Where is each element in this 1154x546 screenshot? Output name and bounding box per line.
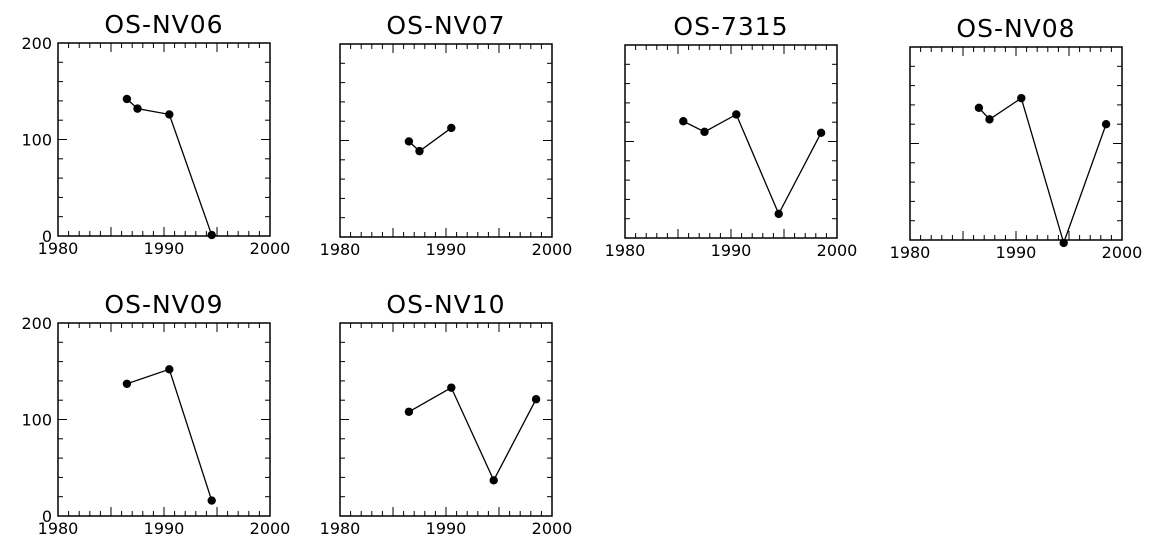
data-point (404, 407, 414, 416)
chart-panel: OS-NV10 1980 1990 2000 (320, 290, 573, 538)
x-tick-label: 1980 (320, 519, 361, 538)
plot-frame (57, 322, 271, 517)
data-point (1059, 238, 1068, 248)
y-tick-label: 0 (42, 227, 52, 246)
x-tick-label: 1990 (711, 241, 752, 260)
panel-title: OS-NV06 (104, 10, 223, 39)
x-tick-label: 1980 (605, 241, 646, 260)
x-tick-label: 1990 (426, 240, 467, 259)
data-point (207, 496, 216, 505)
data-point (133, 104, 142, 113)
chart-panel: OS-NV08 1980 1990 2000 (890, 14, 1143, 262)
data-point (415, 146, 424, 156)
series-line (408, 386, 537, 482)
data-point (447, 123, 456, 133)
panel-title: OS-NV10 (386, 290, 505, 319)
data-point (165, 110, 174, 119)
data-point (700, 127, 709, 137)
x-tick-label: 1980 (320, 240, 361, 259)
chart-panel: OS-NV06 1980 1990 2000 0 100 200 (21, 10, 290, 258)
data-point (974, 103, 984, 112)
series-line (978, 97, 1107, 245)
panel-title: OS-NV08 (956, 14, 1075, 43)
plot-frame (57, 42, 271, 237)
y-tick-label: 200 (21, 34, 52, 53)
data-point (679, 117, 688, 126)
panel-title: OS-NV07 (386, 11, 505, 40)
data-point (165, 365, 174, 374)
panel-title: OS-NV09 (104, 290, 223, 319)
data-point (404, 137, 414, 146)
x-tick-label: 2000 (817, 241, 858, 260)
y-tick-label: 200 (21, 314, 52, 333)
panel-title: OS-7315 (673, 12, 788, 41)
x-tick-label: 2000 (250, 519, 291, 538)
x-tick-label: 1990 (144, 239, 185, 258)
plot-frame (624, 44, 838, 239)
x-tick-label: 1980 (890, 243, 931, 262)
x-tick-label: 1990 (426, 519, 467, 538)
data-point (122, 379, 132, 388)
x-tick-label: 1980 (38, 239, 79, 258)
series-line (126, 98, 213, 236)
chart-panel: OS-NV07 1980 1990 2000 (320, 11, 573, 259)
x-tick-label: 2000 (532, 519, 573, 538)
y-tick-label: 0 (42, 507, 52, 526)
series-line (408, 127, 452, 152)
x-tick-label: 2000 (532, 240, 573, 259)
chart-panel: OS-7315 1980 1990 2000 (605, 12, 858, 260)
data-point (489, 476, 498, 485)
data-point (816, 128, 826, 138)
y-tick-label: 100 (21, 411, 52, 430)
x-tick-label: 2000 (1102, 243, 1143, 262)
chart-panel: OS-NV09 1980 1990 2000 0 100 200 (21, 290, 290, 538)
y-tick-label: 100 (21, 131, 52, 150)
data-point (985, 115, 994, 124)
data-point (732, 110, 741, 119)
data-point (122, 94, 132, 104)
x-tick-label: 1990 (144, 519, 185, 538)
data-point (447, 383, 456, 392)
x-tick-label: 1980 (38, 519, 79, 538)
data-point (207, 230, 216, 240)
plot-frame (339, 43, 553, 238)
series-line (126, 368, 213, 501)
data-point (774, 209, 783, 219)
data-point (531, 395, 541, 404)
plot-frame (339, 322, 553, 517)
data-point (1101, 120, 1111, 129)
data-point (1017, 93, 1026, 103)
x-tick-label: 2000 (250, 239, 291, 258)
plot-frame (909, 46, 1123, 241)
x-tick-label: 1990 (996, 243, 1037, 262)
